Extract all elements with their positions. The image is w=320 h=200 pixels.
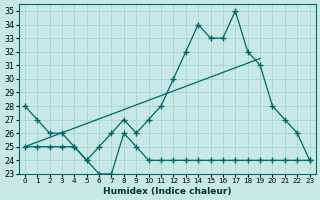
- X-axis label: Humidex (Indice chaleur): Humidex (Indice chaleur): [103, 187, 231, 196]
